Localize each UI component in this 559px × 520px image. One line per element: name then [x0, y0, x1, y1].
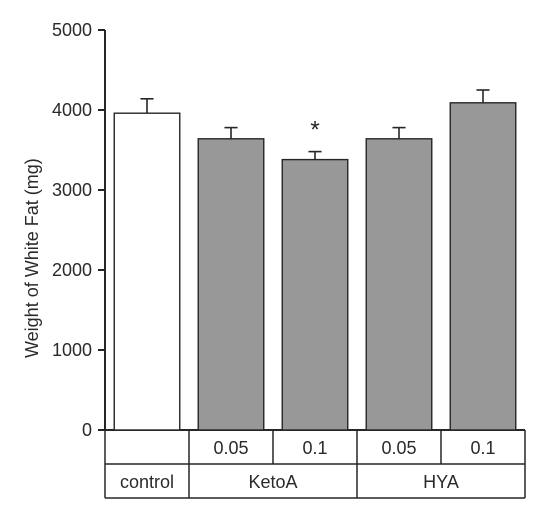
ytick-0: 0	[82, 420, 92, 441]
white-fat-bar-chart: Weight of White Fat (mg) * 0 1000 2000 3…	[0, 0, 559, 520]
ytick-2: 2000	[52, 260, 92, 281]
group-1: KetoA	[189, 472, 357, 493]
ytick-3: 3000	[52, 180, 92, 201]
y-axis-title: Weight of White Fat (mg)	[22, 158, 43, 358]
ytick-1: 1000	[52, 340, 92, 361]
ytick-4: 4000	[52, 100, 92, 121]
xcat-4: 0.1	[443, 438, 523, 459]
xcat-2: 0.1	[275, 438, 355, 459]
xcat-1: 0.05	[191, 438, 271, 459]
group-2: HYA	[357, 472, 525, 493]
group-0: control	[105, 472, 189, 493]
xcat-3: 0.05	[359, 438, 439, 459]
ytick-5: 5000	[52, 20, 92, 41]
significance-marker: *	[310, 117, 319, 144]
